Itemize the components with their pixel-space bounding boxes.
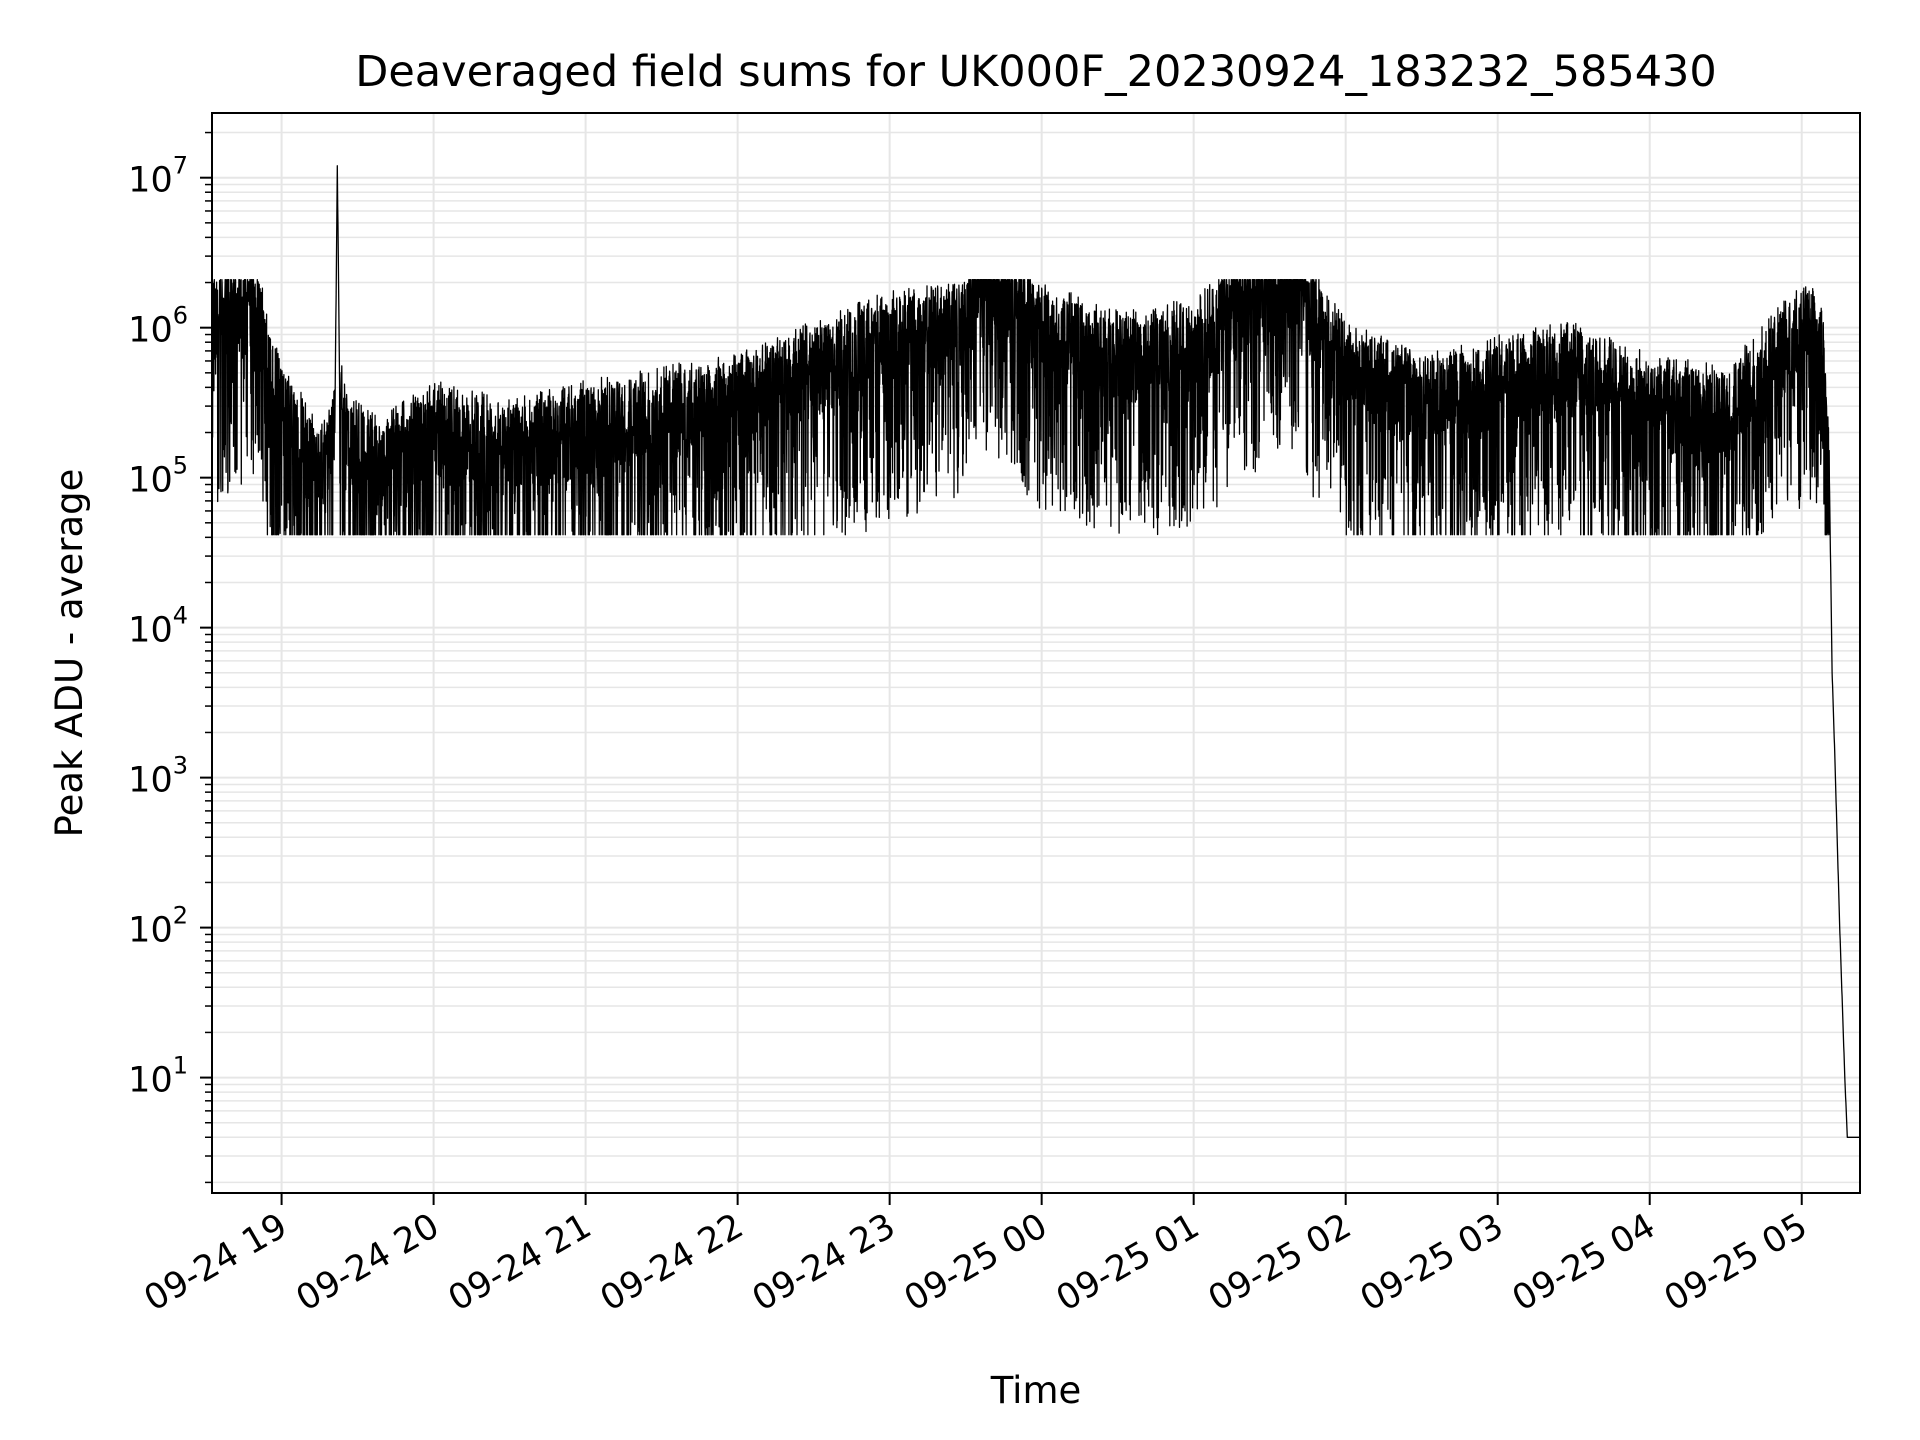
chart-title: Deaveraged field sums for UK000F_2023092… (355, 47, 1717, 97)
y-tick-label: 103 (128, 752, 188, 801)
series-line (211, 165, 1861, 1138)
y-tick-label: 102 (128, 902, 188, 951)
grid-lines (212, 113, 1860, 1193)
plot-frame (211, 112, 1861, 1194)
y-axis: 101 102 103 104 105 106 107 (128, 131, 212, 1184)
y-tick-label: 107 (128, 152, 188, 201)
y-tick-label: 101 (128, 1052, 188, 1101)
y-tick-label: 106 (128, 302, 188, 351)
series-group (211, 165, 1861, 1138)
x-axis-label: Time (990, 1369, 1082, 1412)
y-tick-label: 104 (128, 602, 188, 651)
y-axis-label: Peak ADU - average (48, 469, 91, 838)
y-tick-label: 105 (128, 452, 188, 501)
